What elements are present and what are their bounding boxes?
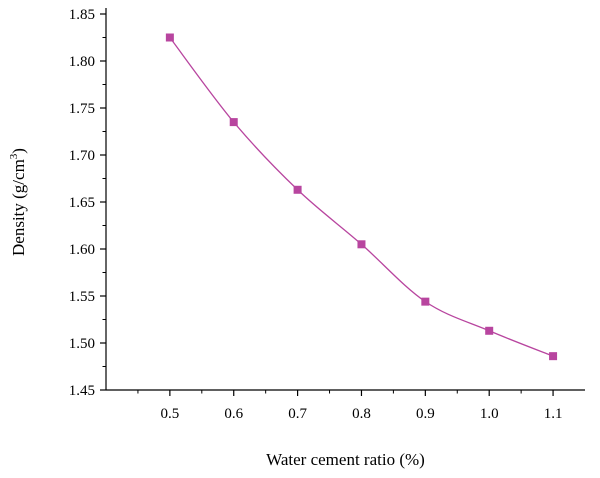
data-point [549,352,558,361]
data-point [485,326,494,335]
y-axis-title: Density (g/cm3) [8,148,28,256]
x-tick-label: 1.1 [544,406,563,422]
x-tick-label: 0.7 [288,406,307,422]
y-tick-label: 1.80 [69,54,95,70]
y-tick-label: 1.70 [69,148,95,164]
ticks: 0.5 0.6 0.7 0.8 0.9 1.0 1.1 1.45 1.50 1.55 1.60 1.6… [69,7,563,422]
y-tick-label: 1.60 [69,242,95,258]
data-point [421,297,430,306]
axes [105,8,585,391]
y-tick-label: 1.45 [69,383,95,399]
data-point [229,118,238,127]
y-tick-label: 1.75 [69,101,95,117]
x-axis-title: Water cement ratio (%) [266,450,425,469]
data-point [165,33,174,42]
labels: Water cement ratio (%) Density (g/cm3) [8,148,425,469]
x-tick-label: 0.6 [224,406,243,422]
x-tick-label: 0.5 [160,406,179,422]
data-point [293,185,302,194]
density-series-line [169,37,554,357]
x-tick-label: 0.9 [416,406,435,422]
y-tick-label: 1.50 [69,336,95,352]
y-axis-title-tail: ) [9,148,28,154]
data-point [357,240,366,249]
y-tick-label: 1.85 [69,7,95,23]
y-tick-label: 1.55 [69,289,95,305]
y-axis-title-main: Density (g/cm [9,159,28,256]
y-axis-title-superscript: 3 [8,153,20,159]
x-tick-label: 0.8 [352,406,371,422]
y-tick-label: 1.65 [69,195,95,211]
series-layer [165,33,558,361]
x-tick-label: 1.0 [480,406,499,422]
